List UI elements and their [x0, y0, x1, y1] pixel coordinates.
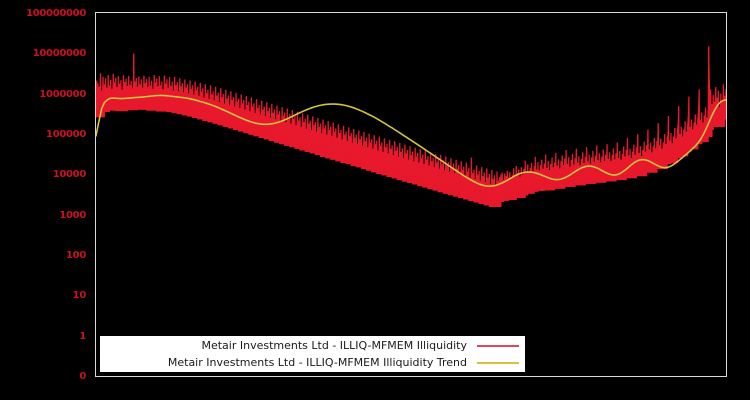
legend-swatch-illiquidity [477, 344, 519, 347]
legend-label-illiquidity-trend: Metair Investments Ltd - ILLIQ-MFMEM Ill… [167, 356, 467, 369]
plot-area [95, 12, 727, 377]
y-tick-label: 1000 [59, 209, 86, 221]
y-tick-label: 0 [79, 371, 86, 382]
legend: Metair Investments Ltd - ILLIQ-MFMEM Ill… [100, 336, 525, 372]
y-tick-label: 100000 [46, 129, 86, 140]
y-tick-label: 1000000 [39, 88, 86, 100]
y-tick-label: 1 [79, 330, 86, 342]
legend-label-illiquidity: Metair Investments Ltd - ILLIQ-MFMEM Ill… [201, 339, 467, 352]
y-tick-label: 10 [72, 290, 87, 302]
y-tick-label: 100 [66, 250, 86, 261]
series-illiquidity-trend-line [96, 94, 726, 187]
y-tick-label: 10000 [52, 169, 87, 181]
series-illiquidity-line [96, 46, 726, 208]
legend-swatch-illiquidity-trend [477, 361, 519, 364]
y-tick-label: 100000000 [26, 8, 86, 19]
y-axis: 100000000 10000000 1000000 100000 10000 1000 1… [0, 0, 92, 400]
y-tick-label: 10000000 [32, 48, 87, 60]
plot-svg [96, 46, 726, 208]
legend-item-illiquidity-trend: Metair Investments Ltd - ILLIQ-MFMEM Ill… [100, 354, 519, 371]
legend-item-illiquidity: Metair Investments Ltd - ILLIQ-MFMEM Ill… [100, 337, 519, 354]
